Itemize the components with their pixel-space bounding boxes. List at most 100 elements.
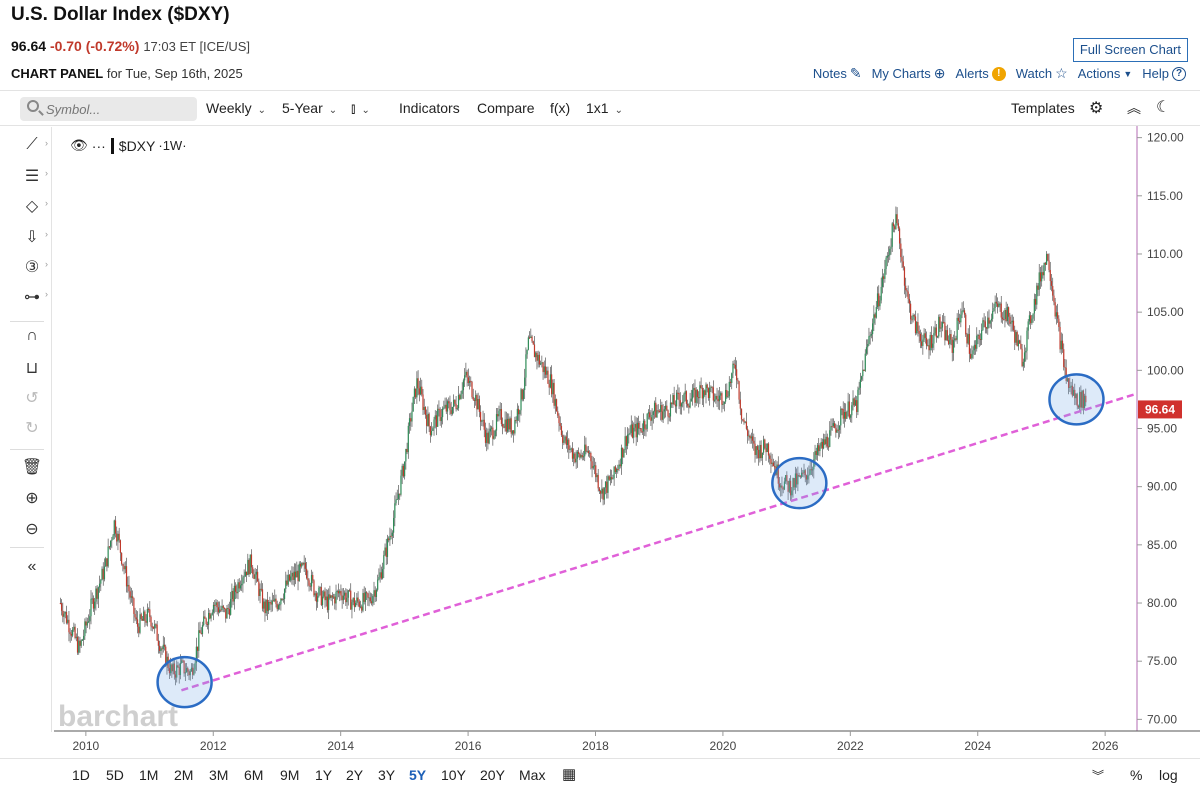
period-dropdown[interactable]: 5-Year ⌄	[282, 100, 337, 116]
my-charts-link[interactable]: My Charts ⊕	[872, 65, 946, 82]
alerts-link[interactable]: Alerts!	[956, 65, 1006, 82]
candle-body	[215, 602, 217, 606]
actions-link[interactable]: Actions ▼	[1078, 65, 1133, 82]
more-icon[interactable]: ···	[91, 137, 106, 154]
candle-body	[362, 593, 364, 611]
range-6m[interactable]: 6M	[244, 767, 264, 783]
candle-body	[271, 600, 273, 605]
layout-dropdown[interactable]: 1x1 ⌄	[586, 100, 623, 116]
trend-line-tool-icon[interactable]: ⟋ ›	[26, 136, 48, 153]
candle-body	[732, 363, 734, 374]
candle-body	[408, 418, 411, 426]
shapes-tool-icon[interactable]: ◇ ›	[25, 198, 48, 215]
drawing-tools-sidebar: ⟋ › ☰ › ◇ › ⇩ › ③ › ⊶ › ∩ ⊔ ↺ ↻ 🗑 ⊕ ⊖ «	[0, 127, 52, 732]
chart-type-dropdown[interactable]: ⫾ ⌄	[351, 100, 370, 117]
range-9m[interactable]: 9M	[280, 767, 300, 783]
undo-icon[interactable]: ↺	[25, 390, 39, 407]
candle-body	[396, 498, 398, 500]
candle-body	[506, 418, 509, 432]
collapse-up-icon[interactable]: ︽	[1127, 100, 1141, 116]
candle-body	[869, 335, 871, 337]
full-screen-chart-button[interactable]: Full Screen Chart	[1072, 38, 1188, 62]
collapse-sidebar-icon[interactable]: «	[27, 558, 37, 575]
candle-body	[105, 558, 107, 567]
candle-body	[263, 601, 265, 609]
candle-body	[276, 604, 278, 610]
settings-gear-icon[interactable]: ⚙	[1089, 100, 1104, 117]
range-5d[interactable]: 5D	[106, 767, 124, 783]
candle-body	[383, 555, 385, 570]
range-1m[interactable]: 1M	[139, 767, 159, 783]
candle-body	[738, 381, 740, 400]
candle-body	[649, 412, 651, 418]
percent-scale-button[interactable]: %	[1130, 767, 1143, 783]
candle-body	[172, 663, 174, 672]
candle-body	[1015, 332, 1017, 343]
candle-body	[538, 354, 540, 365]
price-chart[interactable]: 70.00 75.00 80.00 85.00 90.00 95.00 100.00 105.…	[0, 126, 1200, 758]
candle-body	[443, 407, 445, 409]
candle-body	[494, 430, 496, 437]
chevron-down-icon: ⌄	[361, 105, 370, 116]
notes-link[interactable]: Notes ✎	[813, 65, 862, 82]
range-5y[interactable]: 5Y	[409, 767, 427, 783]
range-2m[interactable]: 2M	[174, 767, 194, 783]
candle-body	[933, 333, 935, 344]
candle-body	[597, 474, 599, 489]
measure-tool-icon[interactable]: ⊶ ›	[24, 289, 48, 306]
function-button[interactable]: f(x)	[550, 100, 571, 116]
range-3m[interactable]: 3M	[209, 767, 229, 783]
candle-body	[917, 321, 919, 331]
chevron-double-down-icon[interactable]: ︾	[1092, 769, 1105, 783]
zoom-out-icon[interactable]: ⊖	[25, 521, 39, 538]
candle-body	[789, 480, 792, 496]
candle-body	[698, 397, 700, 399]
help-link[interactable]: Help?	[1142, 65, 1186, 82]
range-1y[interactable]: 1Y	[315, 767, 333, 783]
candle-body	[269, 601, 271, 603]
legend-interval: ·1W·	[158, 138, 187, 153]
candle-body	[1075, 394, 1077, 399]
trash-icon[interactable]: 🗑	[21, 459, 43, 476]
candle-body	[1003, 319, 1005, 321]
indicators-button[interactable]: Indicators	[399, 100, 460, 116]
dark-mode-moon-icon[interactable]: ☾	[1156, 99, 1171, 116]
calendar-icon[interactable]: ▦	[562, 766, 577, 783]
range-max[interactable]: Max	[519, 767, 546, 783]
chevron-down-icon: ⌄	[257, 105, 267, 116]
magnet-icon[interactable]: ∩	[26, 327, 38, 344]
candle-body	[241, 583, 243, 586]
log-scale-button[interactable]: log	[1159, 767, 1178, 783]
watch-link[interactable]: Watch ☆	[1016, 65, 1068, 82]
candle-body	[1025, 350, 1027, 353]
eye-icon[interactable]: 👁	[70, 137, 88, 153]
arrow-down-tool-icon[interactable]: ⇩ ›	[25, 229, 48, 246]
candle-body	[505, 419, 507, 432]
compare-button[interactable]: Compare	[477, 100, 535, 116]
candle-body	[136, 619, 139, 627]
symbol-input[interactable]	[46, 100, 186, 118]
candle-body	[998, 303, 1000, 307]
range-2y[interactable]: 2Y	[346, 767, 364, 783]
candle-body	[957, 317, 959, 321]
counter-tool-icon[interactable]: ③ ›	[24, 259, 48, 276]
candle-body	[653, 402, 656, 412]
candle-body	[346, 597, 348, 603]
unlock-icon[interactable]: ⊔	[25, 360, 39, 377]
range-3y[interactable]: 3Y	[378, 767, 396, 783]
candle-body	[783, 481, 786, 490]
interval-dropdown[interactable]: Weekly ⌄	[206, 100, 266, 116]
candle-body	[615, 468, 618, 473]
candle-body	[98, 583, 101, 588]
range-10y[interactable]: 10Y	[441, 767, 466, 783]
range-20y[interactable]: 20Y	[480, 767, 505, 783]
fib-tool-icon[interactable]: ☰ ›	[24, 168, 48, 185]
range-1d[interactable]: 1D	[72, 767, 90, 783]
zoom-in-icon[interactable]: ⊕	[25, 490, 39, 507]
redo-icon[interactable]: ↻	[25, 420, 39, 437]
candle-body	[264, 601, 266, 614]
templates-button[interactable]: Templates	[1011, 100, 1075, 116]
candle-body	[923, 333, 925, 340]
candle-body	[247, 559, 249, 576]
candle-body	[669, 402, 672, 417]
